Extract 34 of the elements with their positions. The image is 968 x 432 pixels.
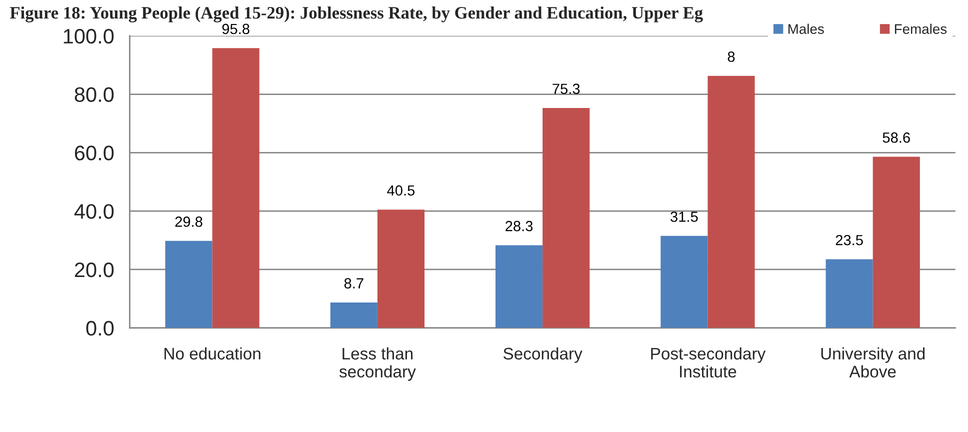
- bar: [826, 259, 873, 328]
- bar: [542, 108, 590, 328]
- bar: [660, 236, 708, 328]
- legend-label: Females: [894, 24, 947, 34]
- bar: [872, 156, 920, 328]
- bar: [165, 240, 212, 328]
- chart-title: Figure 18: Young People (Aged 15-29): Joblessness Rate, by Gender and Education, Upper Eg: [10, 6, 703, 22]
- data-label: 31.5: [670, 212, 698, 222]
- y-tick-label: 80.0: [74, 87, 114, 102]
- x-tick-label: Secondary: [503, 347, 582, 363]
- data-label: 95.8: [222, 24, 250, 34]
- bar: [377, 210, 424, 328]
- y-tick-label: 100.0: [64, 28, 114, 44]
- data-label: 58.6: [882, 132, 910, 143]
- x-tick-label: No education: [164, 347, 260, 360]
- annotation: 8: [728, 52, 735, 62]
- bar: [212, 48, 260, 328]
- bar: [708, 76, 755, 328]
- x-tick-label: Less than secondary: [339, 347, 416, 381]
- legend-label: Males: [788, 24, 824, 34]
- x-tick-label: Post-secondary Institute: [651, 347, 766, 378]
- data-label: 28.3: [506, 220, 533, 232]
- y-tick-label: 0.0: [86, 320, 114, 336]
- y-tick-label: 40.0: [74, 204, 114, 219]
- data-label: 8.7: [344, 278, 364, 288]
- y-tick-label: 20.0: [74, 262, 114, 278]
- data-label: 29.8: [175, 216, 202, 227]
- data-label: 23.5: [836, 234, 863, 246]
- y-tick-label: 60.0: [74, 146, 114, 160]
- x-tick-label: University and Above: [821, 347, 925, 378]
- data-label: 40.5: [387, 185, 415, 196]
- data-label: 75.3: [552, 84, 580, 94]
- bar: [330, 302, 378, 328]
- bar: [496, 245, 543, 328]
